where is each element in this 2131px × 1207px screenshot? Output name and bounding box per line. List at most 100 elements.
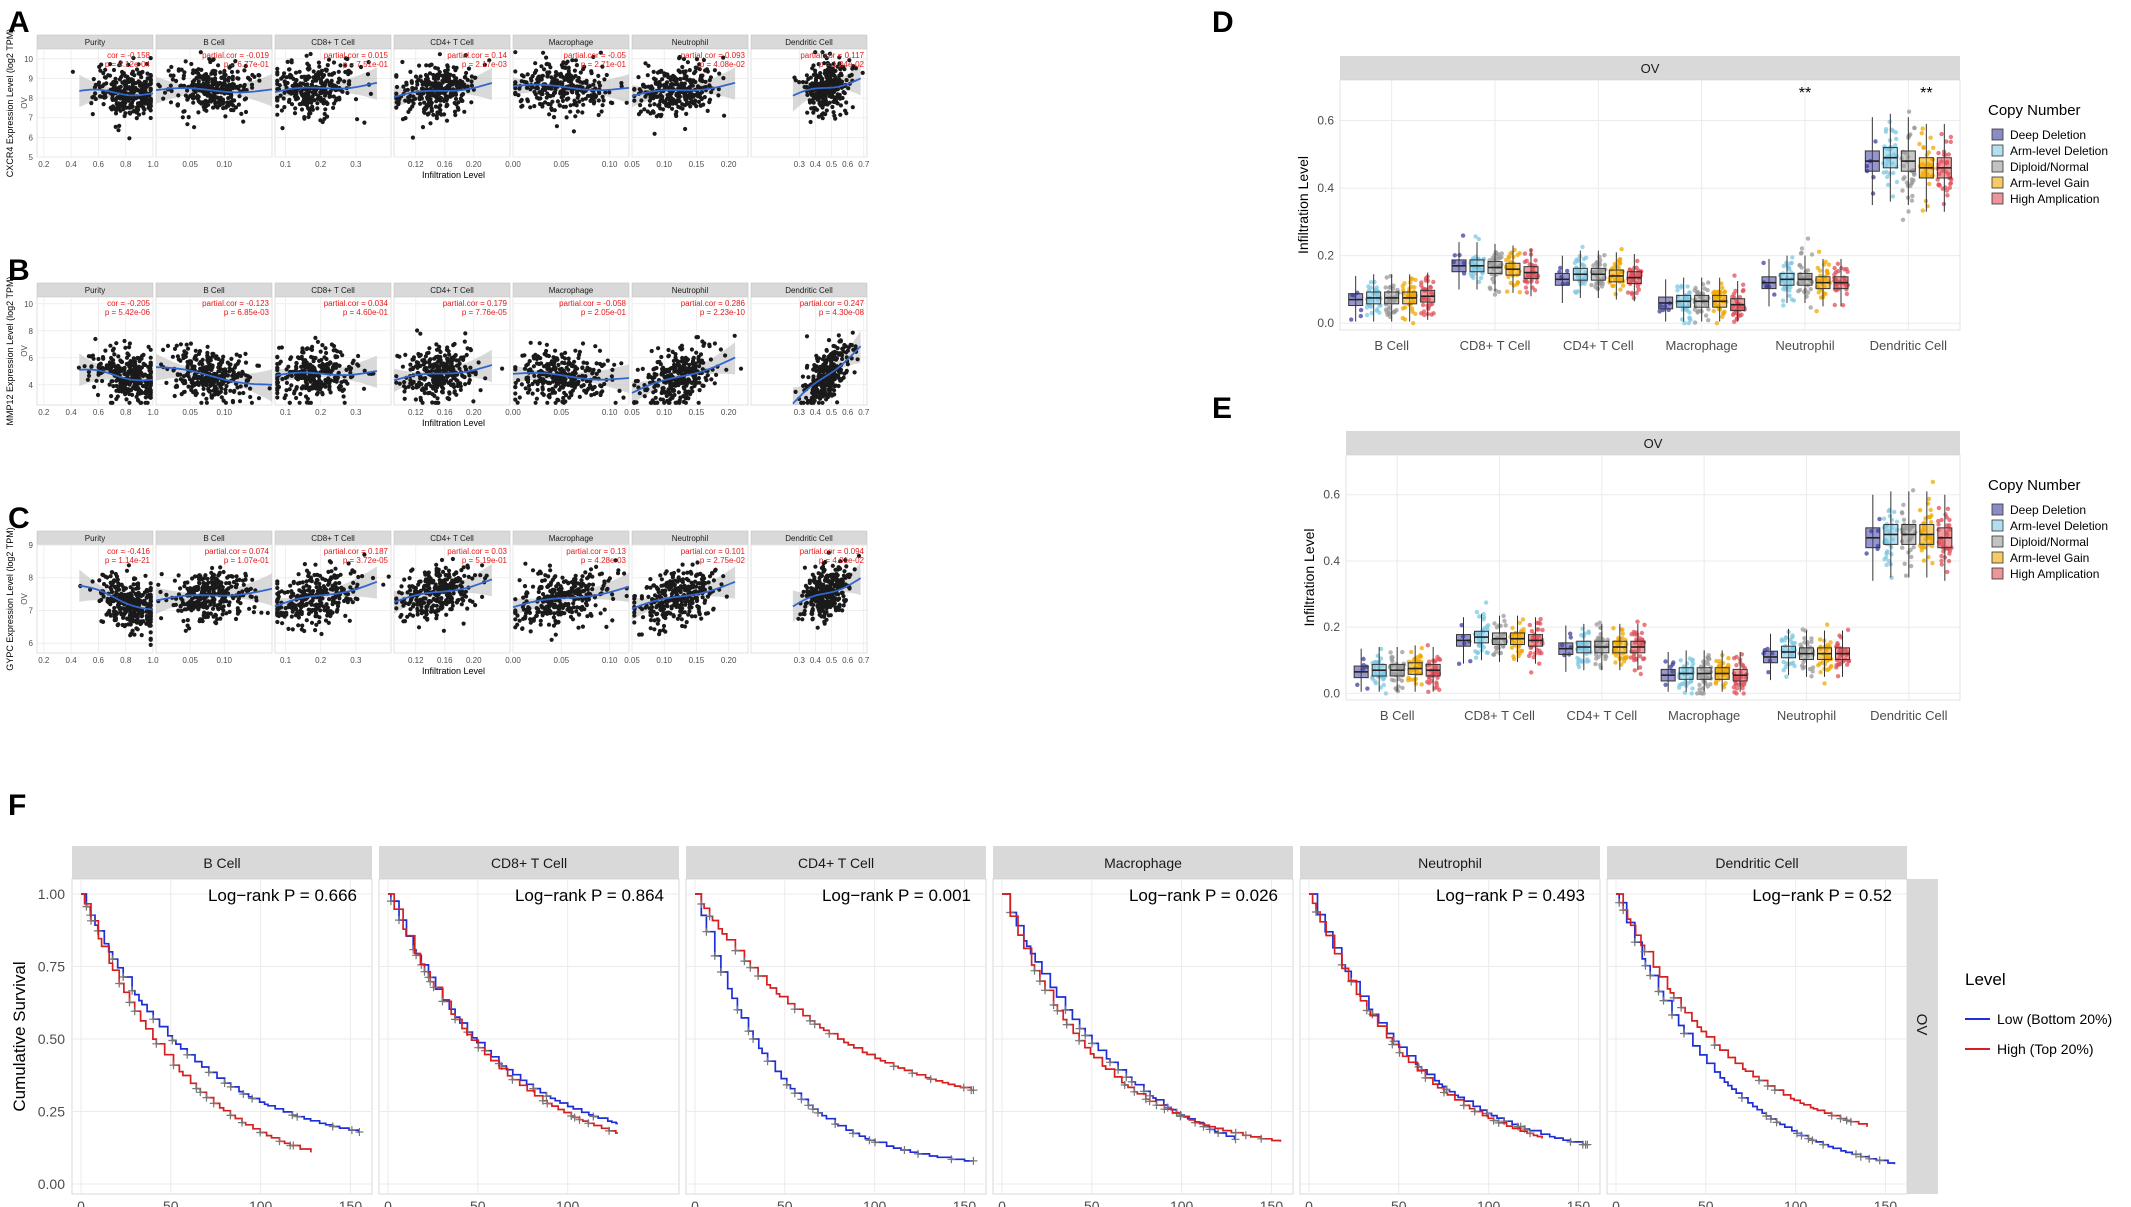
data-point bbox=[397, 97, 402, 102]
data-point bbox=[559, 63, 565, 68]
data-point bbox=[197, 100, 202, 105]
data-point bbox=[433, 80, 438, 85]
data-point bbox=[109, 355, 114, 361]
data-point bbox=[462, 75, 467, 80]
data-point bbox=[321, 101, 326, 106]
data-point bbox=[148, 74, 153, 79]
data-point bbox=[131, 370, 136, 375]
data-point bbox=[86, 354, 91, 359]
data-point bbox=[462, 339, 467, 344]
data-point bbox=[302, 115, 307, 120]
data-point bbox=[640, 366, 645, 371]
data-point bbox=[286, 99, 292, 104]
data-point bbox=[345, 56, 350, 62]
data-point bbox=[136, 388, 141, 393]
scatter-row-b: MMP12 Expression Level (log2 TPM) OV46810… bbox=[5, 277, 870, 428]
data-point bbox=[418, 395, 423, 400]
data-point bbox=[674, 109, 679, 114]
data-point bbox=[666, 354, 671, 359]
data-point bbox=[237, 94, 242, 99]
data-point bbox=[186, 115, 191, 120]
data-point bbox=[471, 399, 476, 404]
data-point bbox=[805, 110, 810, 115]
data-point bbox=[229, 356, 234, 361]
data-point bbox=[148, 362, 153, 367]
scatter-x-axis-title: Infiltration Level bbox=[422, 170, 485, 180]
data-point bbox=[219, 360, 224, 365]
data-point bbox=[237, 354, 243, 359]
data-point bbox=[542, 351, 547, 357]
data-point bbox=[127, 110, 132, 115]
data-point bbox=[636, 75, 641, 80]
data-point bbox=[109, 394, 114, 399]
data-point bbox=[513, 50, 518, 55]
data-point bbox=[833, 383, 838, 388]
data-point bbox=[120, 72, 125, 77]
data-point bbox=[299, 354, 304, 359]
data-point bbox=[108, 343, 113, 348]
data-point bbox=[697, 388, 702, 393]
data-point bbox=[801, 383, 806, 388]
data-point bbox=[124, 355, 130, 360]
data-point bbox=[668, 95, 673, 100]
data-point bbox=[347, 82, 352, 87]
data-point bbox=[607, 90, 612, 95]
data-point bbox=[597, 83, 603, 88]
data-point bbox=[324, 100, 329, 106]
data-point bbox=[663, 380, 668, 385]
data-point bbox=[205, 358, 210, 363]
data-point bbox=[117, 123, 122, 128]
data-point bbox=[227, 65, 232, 70]
data-point bbox=[566, 71, 571, 76]
data-point bbox=[535, 387, 540, 393]
data-point bbox=[638, 109, 644, 114]
data-point bbox=[118, 384, 123, 389]
data-point bbox=[119, 359, 125, 365]
data-point bbox=[707, 83, 712, 88]
data-point bbox=[294, 360, 299, 366]
data-point bbox=[673, 357, 679, 362]
data-point bbox=[121, 585, 126, 590]
data-point bbox=[436, 81, 441, 86]
data-point bbox=[831, 343, 836, 349]
facet-strip-label: Dendritic Cell bbox=[785, 38, 833, 47]
data-point bbox=[394, 73, 399, 78]
data-point bbox=[93, 96, 98, 102]
data-point bbox=[533, 61, 538, 66]
data-point bbox=[573, 348, 578, 353]
data-point bbox=[418, 363, 423, 368]
data-point bbox=[441, 361, 446, 366]
data-point bbox=[683, 126, 688, 132]
data-point bbox=[649, 348, 654, 354]
data-point bbox=[191, 100, 196, 105]
data-point bbox=[116, 128, 121, 133]
data-point bbox=[158, 589, 163, 595]
scatter-y-tick: 7 bbox=[29, 606, 34, 615]
p-value-label: p = 2.05e-01 bbox=[581, 308, 627, 317]
data-point bbox=[838, 103, 844, 108]
data-point bbox=[797, 80, 802, 85]
data-point bbox=[410, 366, 415, 372]
data-point bbox=[204, 396, 209, 401]
data-point bbox=[547, 362, 552, 367]
data-point bbox=[190, 364, 195, 369]
data-point bbox=[529, 78, 534, 83]
data-point bbox=[326, 57, 332, 62]
data-point bbox=[324, 356, 329, 362]
data-point bbox=[141, 352, 146, 357]
data-point bbox=[804, 73, 810, 78]
data-point bbox=[130, 596, 135, 601]
data-point bbox=[236, 86, 241, 91]
data-point bbox=[318, 71, 324, 77]
data-point bbox=[738, 366, 744, 371]
data-point bbox=[212, 98, 217, 103]
data-point bbox=[127, 345, 132, 350]
scatter-x-tick: 0.1 bbox=[280, 408, 292, 417]
data-point bbox=[193, 348, 198, 353]
data-point bbox=[223, 372, 228, 377]
data-point bbox=[445, 64, 450, 69]
data-point bbox=[130, 104, 135, 109]
data-point bbox=[557, 379, 562, 385]
